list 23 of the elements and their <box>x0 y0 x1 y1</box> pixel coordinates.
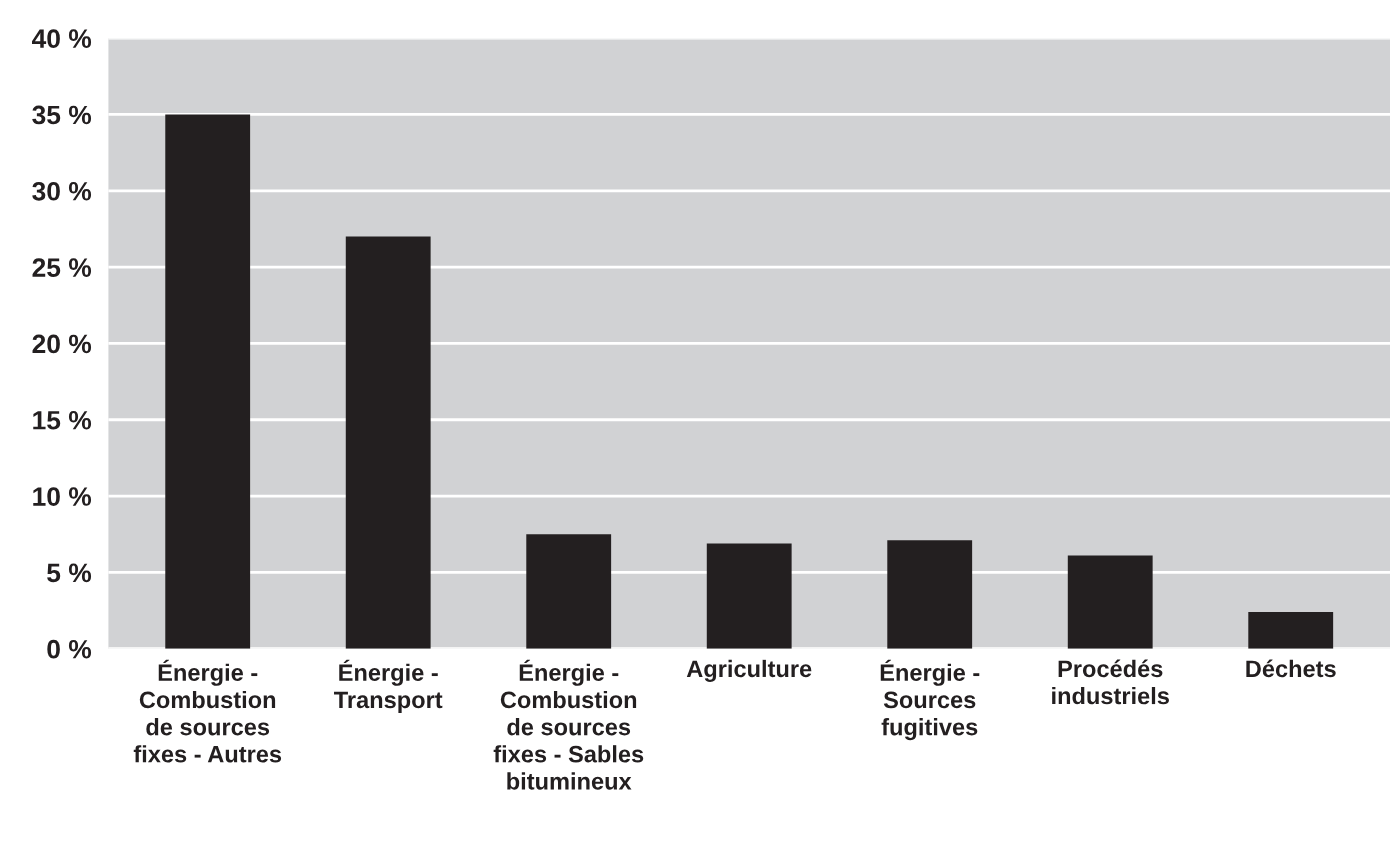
x-tick-label: Déchets <box>1246 659 1336 678</box>
x-tick-label: Procédés industriels <box>1052 659 1169 705</box>
y-tick-label: 20 % <box>32 334 92 354</box>
x-tick-label: Énergie - Transport <box>334 659 443 713</box>
bar <box>345 236 431 649</box>
y-tick-label: 35 % <box>32 105 92 125</box>
y-tick-label: 5 % <box>47 563 92 583</box>
y-tick-label: 40 % <box>32 29 92 48</box>
y-tick-label: 0 % <box>47 639 92 659</box>
bar <box>1248 612 1334 649</box>
bar <box>1067 555 1153 649</box>
x-tick-label: Énergie - Combustion de sources fixes - Autres <box>133 659 282 763</box>
x-tick-label: Agriculture <box>686 659 812 682</box>
y-tick-label: 25 % <box>32 258 92 277</box>
x-tick-label: Énergie - Combustion de sources fixes - Sables bitumineux <box>493 659 644 790</box>
y-tick-label: 15 % <box>33 410 92 430</box>
bar <box>165 114 251 649</box>
y-tick-label: 30 % <box>32 181 92 201</box>
x-tick-label: Énergie - Sources fugitives <box>880 659 980 741</box>
bar <box>526 534 612 649</box>
y-tick-label: 10 % <box>33 487 92 506</box>
bar <box>887 540 973 649</box>
bar <box>706 543 792 649</box>
